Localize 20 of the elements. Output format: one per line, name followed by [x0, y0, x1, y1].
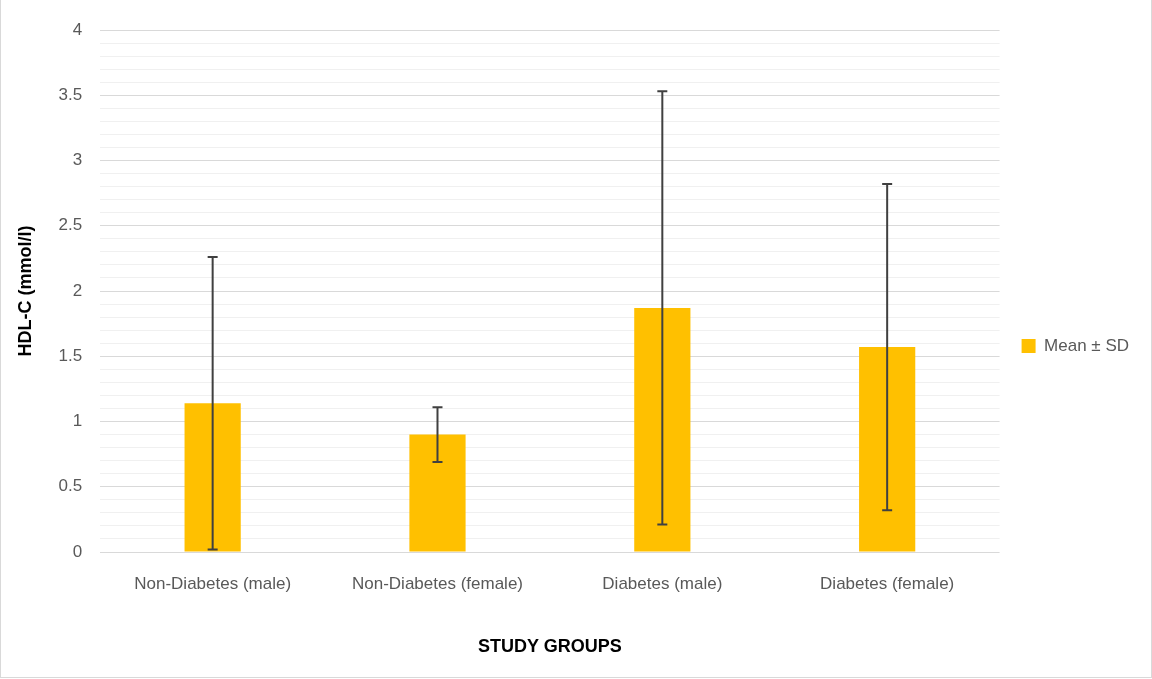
x-tick-label: Diabetes (female): [820, 573, 955, 593]
y-tick-label: 3: [72, 150, 83, 170]
y-tick-label: 3.5: [58, 84, 83, 104]
x-axis-title: STUDY GROUPS: [478, 636, 622, 657]
y-tick-label: 0.5: [58, 476, 83, 496]
y-tick-label: 1.5: [58, 345, 83, 365]
legend-label: Mean ± SD: [1044, 335, 1129, 355]
x-tick-label: Diabetes (male): [602, 573, 723, 593]
bar: [184, 403, 241, 552]
y-tick-label: 4: [72, 19, 83, 39]
y-tick-label: 2: [72, 280, 83, 300]
y-tick-label: 2.5: [58, 215, 83, 235]
bar: [409, 434, 466, 552]
y-tick-label: 0: [72, 541, 83, 561]
x-tick-label: Non-Diabetes (male): [134, 573, 292, 593]
y-axis-title: HDL-C (mmol/l): [14, 225, 35, 357]
bar: [859, 347, 916, 552]
y-tick-label: 1: [72, 411, 83, 431]
bar: [634, 307, 691, 552]
x-tick-label: Non-Diabetes (female): [351, 573, 523, 593]
